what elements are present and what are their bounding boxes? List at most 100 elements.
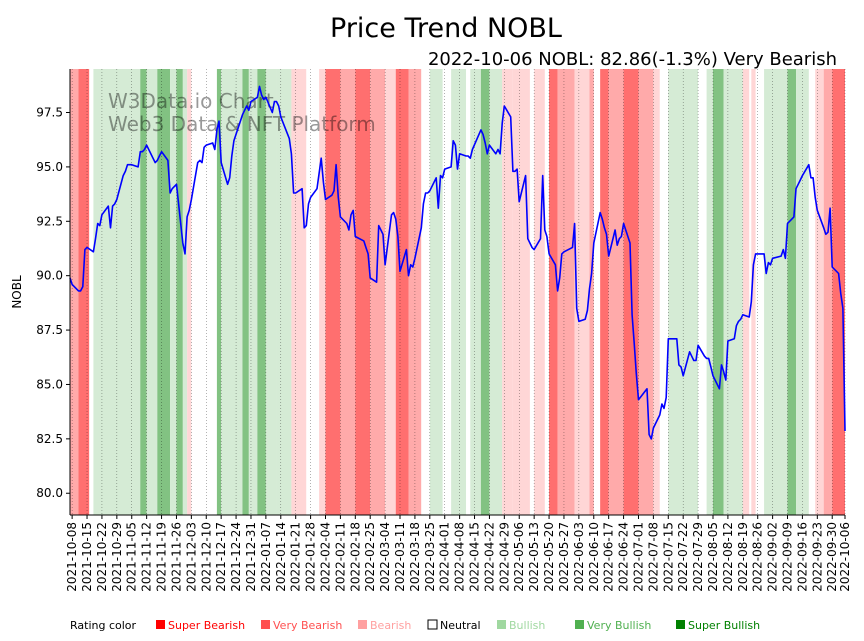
x-tick-label: 2022-08-26 bbox=[751, 522, 765, 592]
x-tick-label: 2021-12-24 bbox=[229, 522, 243, 592]
legend-label-bearish: Bearish bbox=[370, 619, 411, 632]
x-tick-label: 2021-11-19 bbox=[155, 522, 169, 592]
x-tick-label: 2022-03-25 bbox=[423, 522, 437, 592]
y-tick-label: 95.0 bbox=[36, 160, 63, 174]
x-tick-label: 2022-05-13 bbox=[527, 522, 541, 592]
x-tick-label: 2022-02-25 bbox=[363, 522, 377, 592]
price-trend-chart: Price Trend NOBL 2022-10-06 NOBL: 82.86(… bbox=[0, 0, 864, 641]
x-tick-label: 2022-01-28 bbox=[304, 522, 318, 592]
x-tick-label: 2022-03-04 bbox=[378, 522, 392, 592]
rating-band-very-bearish bbox=[609, 69, 624, 515]
x-axis-ticks: 2021-10-08 2021-10-15 2021-10-22 2021-10-29… bbox=[65, 515, 852, 592]
x-tick-label: 2021-10-15 bbox=[80, 522, 94, 592]
x-tick-label: 2022-06-17 bbox=[602, 522, 616, 592]
chart-subtitle: 2022-10-06 NOBL: 82.86(-1.3%) Very Beari… bbox=[428, 49, 837, 70]
x-tick-label: 2022-09-09 bbox=[781, 522, 795, 592]
x-tick-label: 2022-09-16 bbox=[795, 522, 809, 592]
x-tick-label: 2022-03-11 bbox=[393, 522, 407, 592]
rating-band-bearish bbox=[815, 69, 824, 515]
x-tick-label: 2021-12-31 bbox=[244, 522, 258, 592]
x-tick-label: 2021-12-10 bbox=[199, 522, 213, 592]
legend-swatch-very-bearish bbox=[261, 620, 270, 629]
y-tick-label: 82.5 bbox=[36, 432, 63, 446]
x-tick-label: 2022-08-05 bbox=[706, 522, 720, 592]
legend-label-very-bullish: Very Bullish bbox=[587, 619, 651, 632]
rating-band-bullish bbox=[451, 69, 466, 515]
x-tick-label: 2021-11-26 bbox=[169, 522, 183, 592]
rating-band-super-bearish bbox=[79, 69, 90, 515]
rating-band-bearish bbox=[743, 69, 749, 515]
legend-label-super-bearish: Super Bearish bbox=[168, 619, 245, 632]
x-tick-label: 2022-03-18 bbox=[408, 522, 422, 592]
x-tick-label: 2022-07-29 bbox=[691, 522, 705, 592]
x-tick-label: 2022-02-18 bbox=[348, 522, 362, 592]
rating-band-super-bearish bbox=[396, 69, 409, 515]
rating-band-bullish bbox=[489, 69, 502, 515]
x-tick-label: 2021-10-22 bbox=[95, 522, 109, 592]
x-tick-label: 2022-04-29 bbox=[497, 522, 511, 592]
x-tick-label: 2022-06-03 bbox=[572, 522, 586, 592]
x-tick-label: 2022-07-01 bbox=[631, 522, 645, 592]
legend-label-bullish: Bullish bbox=[509, 619, 545, 632]
x-tick-label: 2021-10-29 bbox=[110, 522, 124, 592]
y-tick-label: 80.0 bbox=[36, 486, 63, 500]
rating-band-bullish bbox=[470, 69, 481, 515]
legend-swatch-super-bullish bbox=[676, 620, 685, 629]
rating-band-bearish bbox=[385, 69, 396, 515]
rating-band-neutral bbox=[421, 69, 430, 515]
rating-band-very-bearish bbox=[638, 69, 653, 515]
legend-label-neutral: Neutral bbox=[440, 619, 481, 632]
x-tick-label: 2022-06-24 bbox=[617, 522, 631, 592]
x-tick-label: 2022-04-15 bbox=[468, 522, 482, 592]
x-tick-label: 2021-11-05 bbox=[125, 522, 139, 592]
y-tick-label: 87.5 bbox=[36, 323, 63, 337]
chart-title: Price Trend NOBL bbox=[330, 13, 562, 44]
x-tick-label: 2022-05-06 bbox=[512, 522, 526, 592]
x-tick-label: 2022-05-27 bbox=[557, 522, 571, 592]
legend-swatch-neutral bbox=[428, 620, 437, 629]
x-tick-label: 2022-07-22 bbox=[676, 522, 690, 592]
rating-band-super-bearish bbox=[600, 69, 609, 515]
legend-label-very-bearish: Very Bearish bbox=[273, 619, 342, 632]
x-tick-label: 2022-01-21 bbox=[289, 522, 303, 592]
x-tick-label: 2022-07-08 bbox=[646, 522, 660, 592]
x-tick-label: 2022-04-01 bbox=[438, 522, 452, 592]
rating-band-very-bullish bbox=[481, 69, 490, 515]
x-tick-label: 2022-02-11 bbox=[333, 522, 347, 592]
y-tick-label: 90.0 bbox=[36, 269, 63, 283]
rating-band-bearish bbox=[653, 69, 659, 515]
x-tick-label: 2022-01-07 bbox=[259, 522, 273, 592]
x-tick-label: 2022-04-08 bbox=[453, 522, 467, 592]
x-tick-label: 2022-09-23 bbox=[810, 522, 824, 592]
x-tick-label: 2022-08-12 bbox=[721, 522, 735, 592]
x-tick-label: 2022-09-02 bbox=[766, 522, 780, 592]
rating-band-very-bullish bbox=[788, 69, 797, 515]
rating-band-very-bearish bbox=[824, 69, 833, 515]
x-tick-label: 2022-01-14 bbox=[274, 522, 288, 592]
legend-title: Rating color bbox=[70, 619, 137, 632]
x-tick-label: 2022-08-19 bbox=[736, 522, 750, 592]
x-tick-label: 2022-05-20 bbox=[542, 522, 556, 592]
rating-band-bullish bbox=[707, 69, 713, 515]
rating-band-bullish bbox=[430, 69, 443, 515]
y-tick-label: 85.0 bbox=[36, 377, 63, 391]
y-axis-ticks: 80.0 82.5 85.0 87.5 90.0 92.5 95.0 97.5 bbox=[36, 106, 70, 501]
x-tick-label: 2021-12-17 bbox=[214, 522, 228, 592]
rating-band-super-bearish bbox=[549, 69, 558, 515]
rating-band-super-bearish bbox=[832, 69, 845, 515]
legend-swatch-bullish bbox=[497, 620, 506, 629]
rating-band-bullish bbox=[724, 69, 743, 515]
y-tick-label: 97.5 bbox=[36, 106, 63, 120]
rating-band-very-bearish bbox=[558, 69, 575, 515]
rating-band-very-bearish bbox=[70, 69, 79, 515]
y-axis-label: NOBL bbox=[10, 275, 24, 309]
x-tick-label: 2022-02-04 bbox=[318, 522, 332, 592]
rating-band-bearish bbox=[534, 69, 545, 515]
x-tick-label: 2021-11-12 bbox=[140, 522, 154, 592]
rating-band-bearish bbox=[513, 69, 530, 515]
rating-band-very-bearish bbox=[590, 69, 594, 515]
x-tick-label: 2022-07-15 bbox=[661, 522, 675, 592]
rating-band-very-bullish bbox=[713, 69, 724, 515]
legend-swatch-very-bullish bbox=[575, 620, 584, 629]
rating-band-bullish bbox=[764, 69, 787, 515]
